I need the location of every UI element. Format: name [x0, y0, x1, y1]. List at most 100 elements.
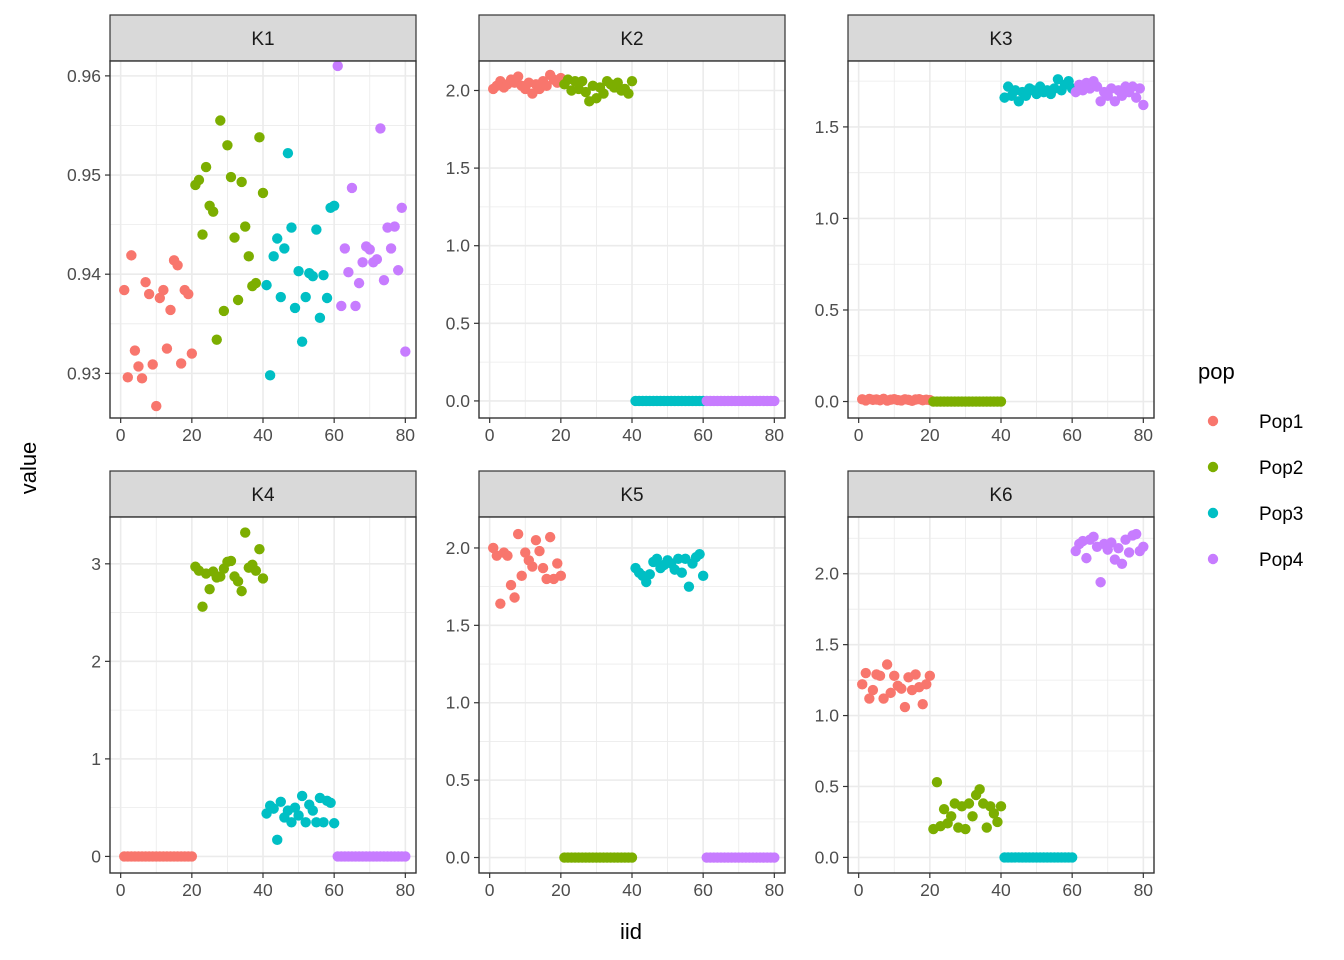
- data-points: [857, 74, 1149, 407]
- legend-key: [1207, 415, 1219, 427]
- point-pop1: [129, 345, 141, 356]
- point-pop3: [279, 243, 290, 254]
- point-pop2: [598, 88, 609, 99]
- y-axis: 0.0 0.5 1.0 1.5 2.0: [446, 80, 479, 411]
- point-pop1: [488, 542, 499, 554]
- x-tick-label: 60: [1062, 880, 1082, 900]
- facet-strip: [478, 14, 786, 62]
- point-pop1: [917, 699, 928, 710]
- point-pop3: [272, 233, 283, 244]
- y-tick-label: 2.0: [446, 80, 471, 100]
- x-axis: 0 20 40 60 80: [485, 418, 785, 445]
- point-pop2: [211, 334, 222, 345]
- point-pop2: [240, 527, 251, 538]
- point-pop4: [378, 274, 390, 286]
- point-pop1: [885, 687, 896, 699]
- y-tick-label: 0.95: [67, 165, 101, 185]
- point-pop2: [243, 251, 254, 262]
- point-pop2: [612, 77, 623, 88]
- point-pop3: [289, 302, 301, 314]
- point-pop1: [537, 562, 549, 574]
- point-pop4: [1088, 531, 1099, 543]
- point-pop3: [275, 796, 286, 807]
- x-axis-title: iid: [620, 919, 642, 944]
- point-pop1: [165, 304, 176, 316]
- legend-entries: Pop1 Pop2 Pop3 Pop4: [1207, 412, 1304, 571]
- point-pop1: [505, 579, 517, 591]
- point-pop2: [938, 803, 950, 815]
- point-pop1: [186, 851, 198, 862]
- y-tick-label: 1.0: [815, 706, 840, 726]
- y-tick-label: 0.94: [67, 264, 101, 284]
- y-tick-label: 0.5: [815, 300, 839, 320]
- point-pop1: [140, 276, 151, 288]
- facet-strip: [847, 470, 1155, 518]
- facet-strip-label: K6: [989, 485, 1012, 506]
- point-pop2: [988, 808, 1000, 819]
- point-pop3: [264, 370, 276, 381]
- x-axis: 0 20 40 60 80: [854, 418, 1153, 445]
- legend-entry-pop4: Pop4: [1207, 550, 1304, 571]
- point-pop1: [136, 373, 148, 384]
- x-tick-label: 40: [253, 880, 273, 900]
- point-pop4: [393, 265, 404, 276]
- point-pop4: [1138, 99, 1149, 111]
- legend-entry-pop3: Pop3: [1207, 504, 1303, 525]
- x-tick-label: 20: [182, 425, 202, 445]
- facet-strip: [847, 14, 1155, 62]
- point-pop3: [311, 224, 322, 235]
- point-pop4: [1081, 552, 1092, 564]
- panel-k3: K3 0.0 0.5 1.0 1.5 0 20 40 60 80: [815, 14, 1155, 445]
- point-pop4: [343, 267, 354, 278]
- point-pop2: [240, 221, 251, 232]
- point-pop4: [396, 202, 407, 213]
- point-pop3: [318, 270, 329, 281]
- y-axis: 0.0 0.5 1.0 1.5 2.0: [446, 538, 479, 868]
- point-pop1: [867, 684, 879, 696]
- panel-k6: K6 0.0 0.5 1.0 1.5 2.0 0 20 40 60 80: [815, 470, 1155, 900]
- point-pop4: [1131, 528, 1142, 540]
- x-tick-label: 20: [182, 880, 202, 900]
- x-tick-label: 80: [765, 425, 785, 445]
- point-pop2: [204, 583, 215, 595]
- point-pop2: [626, 75, 638, 87]
- point-pop3: [272, 834, 283, 846]
- data-points: [119, 60, 411, 412]
- point-pop2: [225, 555, 237, 567]
- point-pop2: [995, 801, 1007, 812]
- y-tick-label: 0.0: [815, 847, 840, 867]
- panel-k2: K2 0.0 0.5 1.0 1.5 2.0 0 20 40 60 80: [446, 14, 786, 445]
- point-pop3: [325, 797, 336, 808]
- point-pop1: [552, 558, 563, 569]
- point-pop1: [516, 570, 527, 582]
- x-tick-label: 60: [324, 880, 344, 900]
- point-pop2: [215, 571, 226, 582]
- x-axis: 0 20 40 60 80: [485, 873, 784, 900]
- point-pop3: [321, 292, 333, 304]
- point-pop3: [289, 802, 301, 813]
- point-pop1: [495, 598, 506, 609]
- y-tick-label: 1.0: [446, 236, 471, 256]
- x-tick-label: 20: [920, 880, 940, 900]
- gridlines: [110, 517, 416, 873]
- x-tick-label: 0: [116, 425, 126, 445]
- data-points: [488, 528, 780, 863]
- point-pop2: [215, 115, 226, 126]
- point-pop2: [225, 171, 237, 183]
- point-pop3: [293, 266, 304, 277]
- x-axis: 0 20 40 60 80: [116, 418, 415, 445]
- legend-key: [1207, 553, 1219, 565]
- point-pop2: [623, 88, 634, 99]
- point-pop1: [119, 284, 130, 296]
- y-tick-label: 0.0: [446, 848, 471, 868]
- point-pop4: [336, 300, 347, 312]
- point-pop3: [694, 548, 705, 560]
- x-tick-label: 20: [920, 425, 940, 445]
- point-pop4: [339, 243, 351, 254]
- x-tick-label: 60: [1062, 425, 1082, 445]
- point-pop4: [389, 221, 400, 232]
- point-pop1: [527, 561, 538, 572]
- x-tick-label: 20: [551, 425, 571, 445]
- point-pop2: [931, 777, 943, 788]
- point-pop3: [286, 222, 297, 233]
